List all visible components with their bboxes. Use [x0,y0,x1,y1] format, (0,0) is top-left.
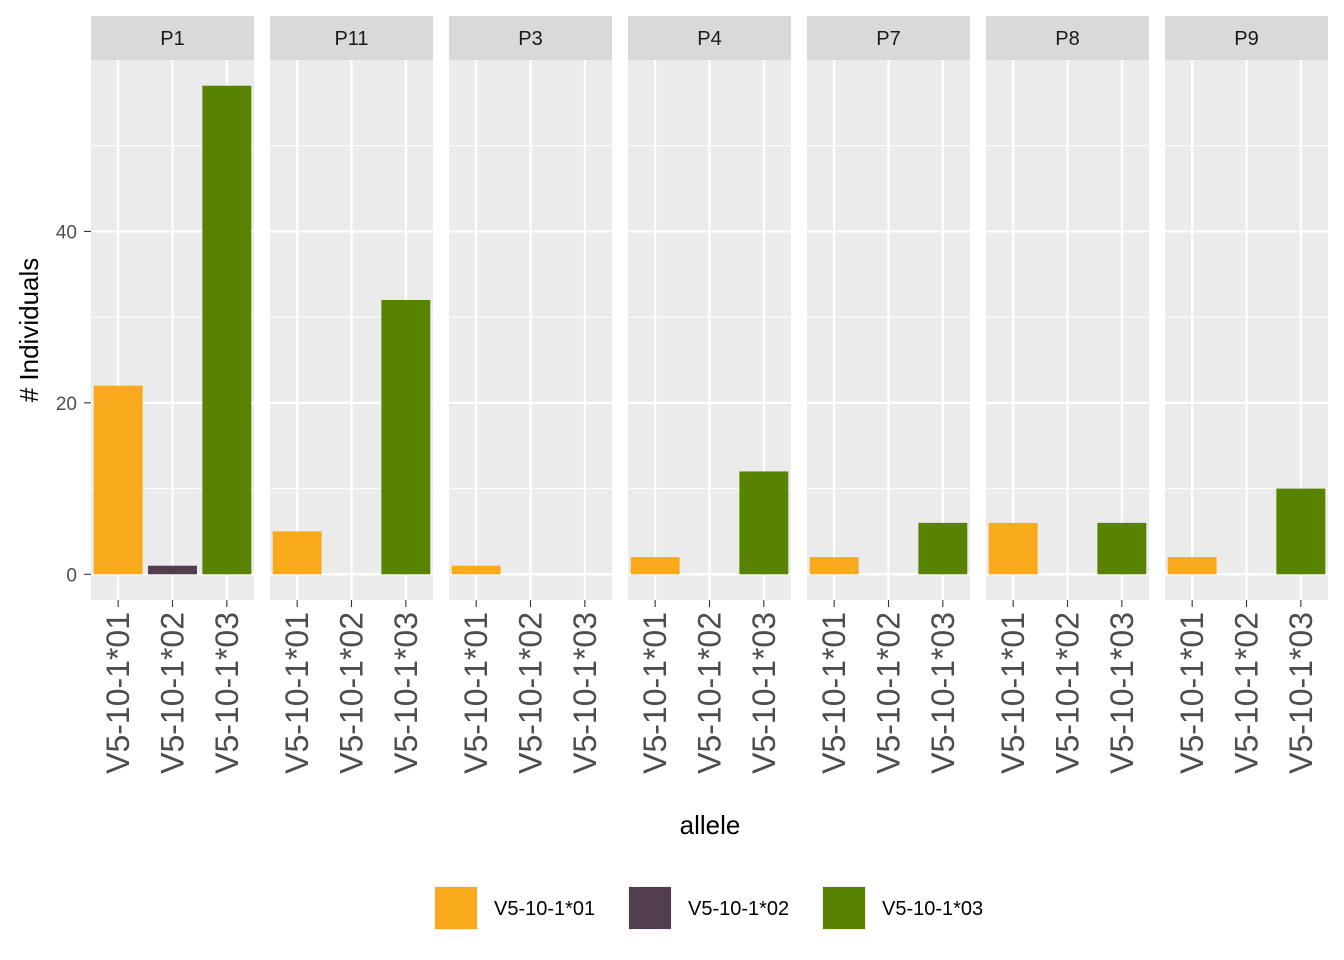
bar-p9-3 [1276,488,1326,575]
facet-panel-p1: P1 V5-10-1*01 V5-10-1*02 V5-10-1*03 [91,16,254,774]
bar-p8-3 [1097,522,1147,575]
x-tick-label: V5-10-1*01 [816,612,852,774]
bar-p1-1 [93,385,143,575]
legend-item: V5-10-1*03 [822,886,983,930]
y-axis-title: # Individuals [14,258,44,403]
facet-panels: P1 V5-10-1*01 V5-10-1*02 V5-10-1*03 P11 V5-10… [91,16,1328,774]
legend-item: V5-10-1*01 [434,886,595,930]
legend: V5-10-1*01 V5-10-1*02 V5-10-1*03 [434,886,983,930]
x-tick-label: V5-10-1*02 [513,612,549,774]
bar-p1-3 [202,85,252,575]
bar-p4-1 [630,557,680,575]
facet-panel-p8: P8 V5-10-1*01 V5-10-1*02 V5-10-1*03 [986,16,1149,774]
legend-swatch [435,887,477,929]
legend-swatch [629,887,671,929]
facet-strip-label: P7 [876,28,900,50]
x-tick-label: V5-10-1*03 [1104,612,1140,774]
facet-strip [628,16,791,60]
legend-label: V5-10-1*01 [494,898,595,920]
y-axis: 0 20 40 [56,222,91,586]
bar-p1-2 [148,565,197,575]
legend-swatch [823,887,865,929]
x-tick-label: V5-10-1*01 [1174,612,1210,774]
facet-strip [270,16,433,60]
legend-label: V5-10-1*02 [688,898,789,920]
x-tick-label: V5-10-1*03 [1283,612,1319,774]
facet-strip [91,16,254,60]
facet-panel-p3: P3 V5-10-1*01 V5-10-1*02 V5-10-1*03 [449,16,612,774]
x-tick-label: V5-10-1*03 [925,612,961,774]
x-tick-label: V5-10-1*01 [637,612,673,774]
bar-p3-1 [451,565,501,575]
bar-p7-1 [809,557,859,575]
x-tick-label: V5-10-1*02 [692,612,728,774]
x-tick-label: V5-10-1*02 [334,612,370,774]
x-tick-label: V5-10-1*02 [1050,612,1086,774]
facet-strip-label: P11 [334,28,368,50]
x-tick-label: V5-10-1*03 [746,612,782,774]
y-tick-label: 20 [56,394,77,415]
x-tick-label: V5-10-1*01 [995,612,1031,774]
facet-strip-label: P1 [160,28,184,50]
legend-item: V5-10-1*02 [628,886,789,930]
y-tick-label: 40 [56,222,77,243]
bar-p8-1 [988,522,1038,575]
facet-strip [986,16,1149,60]
bar-p9-1 [1167,557,1217,575]
x-tick-label: V5-10-1*03 [388,612,424,774]
facet-panel-p9: P9 V5-10-1*01 V5-10-1*02 V5-10-1*03 [1165,16,1328,774]
facet-strip-label: P4 [697,28,721,50]
x-tick-label: V5-10-1*03 [209,612,245,774]
bar-p11-1 [272,531,322,575]
facet-strip-label: P8 [1055,28,1079,50]
x-tick-label: V5-10-1*01 [458,612,494,774]
x-tick-label: V5-10-1*02 [155,612,191,774]
facet-strip-label: P3 [518,28,542,50]
facet-strip [1165,16,1328,60]
x-tick-label: V5-10-1*03 [567,612,603,774]
bar-p11-3 [381,300,431,575]
y-tick-label: 0 [66,565,77,586]
bar-p4-3 [739,471,789,575]
x-tick-label: V5-10-1*01 [279,612,315,774]
bar-p7-3 [918,522,968,575]
x-axis-title: allele [680,810,741,840]
facet-strip [807,16,970,60]
facet-panel-p11: P11 V5-10-1*01 V5-10-1*02 V5-10-1*03 [270,16,433,774]
facet-panel-p7: P7 V5-10-1*01 V5-10-1*02 V5-10-1*03 [807,16,970,774]
legend-label: V5-10-1*03 [882,898,983,920]
x-tick-label: V5-10-1*01 [100,612,136,774]
facet-strip-label: P9 [1234,28,1258,50]
x-tick-label: V5-10-1*02 [1229,612,1265,774]
x-tick-label: V5-10-1*02 [871,612,907,774]
facet-strip [449,16,612,60]
facet-panel-p4: P4 V5-10-1*01 V5-10-1*02 V5-10-1*03 [628,16,791,774]
